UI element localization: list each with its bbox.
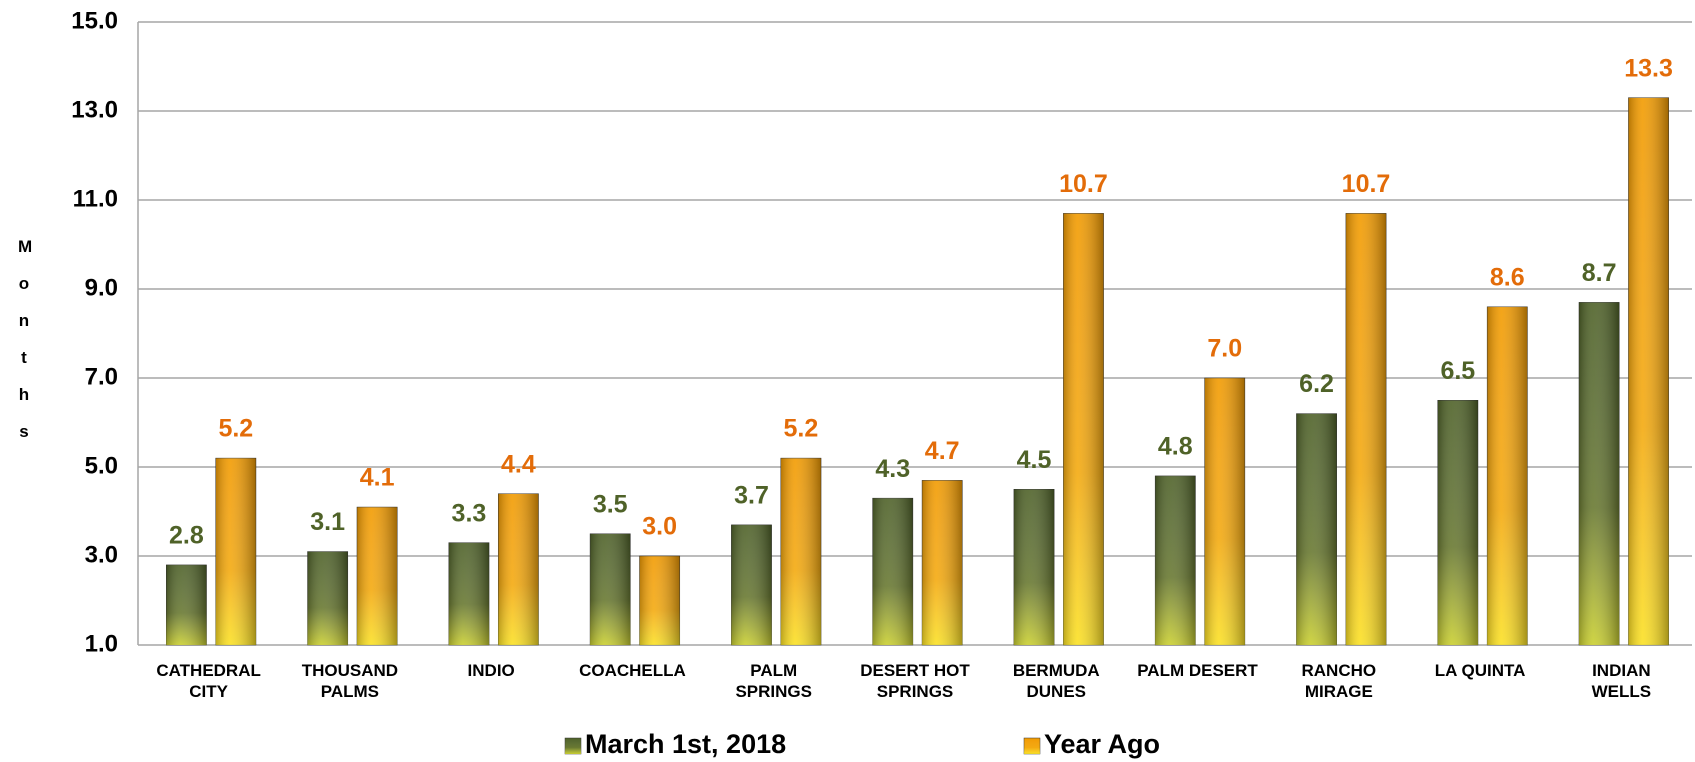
x-tick-label: DESERT HOT SPRINGS [860,661,970,701]
data-label: 4.7 [925,437,960,465]
x-tick-label: PALM SPRINGS [735,661,812,701]
data-label: 5.2 [218,415,253,443]
y-tick-label: 5.0 [85,452,118,479]
legend-swatch-shine [1024,738,1040,754]
data-label: 3.7 [734,481,769,509]
legend-label: Year Ago [1044,729,1160,759]
x-tick-label: CATHEDRAL CITY [156,661,261,701]
bar-shade [731,524,772,645]
bar-shade [1155,475,1196,645]
bar-shade [498,493,539,645]
legend-label: March 1st, 2018 [585,729,786,759]
data-label: 10.7 [1342,170,1391,198]
bar-shade [215,458,256,645]
bar-shade [1063,213,1104,645]
data-label: 8.6 [1490,263,1525,291]
y-axis-label: Months [18,237,33,441]
bar-shade [780,458,822,645]
bar-shade [1204,378,1245,645]
y-tick-label: 3.0 [85,541,118,568]
y-tick-label: 15.0 [71,7,118,34]
data-label: 2.8 [169,522,204,550]
data-label: 6.2 [1299,370,1334,398]
bar-shade [1437,400,1478,645]
data-label: 4.5 [1017,446,1052,474]
y-tick-label: 9.0 [85,274,118,301]
bar-shade [307,551,348,645]
x-tick-label: RANCHO MIRAGE [1301,661,1377,701]
bar-shade [1578,302,1620,645]
bar-shade [922,480,963,645]
bar-shade [1296,413,1337,645]
data-label: 4.3 [875,455,910,483]
data-label: 3.5 [593,490,628,518]
x-tick-label: BERMUDA DUNES [1012,661,1100,701]
bar-shade [872,498,913,645]
data-label: 7.0 [1207,335,1242,363]
x-tick-label: THOUSAND PALMS [301,661,399,701]
data-label: 6.5 [1440,357,1475,385]
data-label: 4.8 [1158,433,1193,461]
data-label: 13.3 [1624,54,1673,82]
data-label: 5.2 [784,415,819,443]
bar-shade [356,507,398,645]
bar-shade [1013,489,1055,645]
y-tick-label: 13.0 [71,96,118,123]
data-label: 8.7 [1582,259,1617,287]
x-tick-label: INDIO [467,661,515,680]
data-label: 3.0 [642,513,677,541]
data-label: 3.3 [452,499,487,527]
bar-shade [1345,213,1387,645]
bar-shade [590,533,631,645]
bar-shade [166,564,207,645]
data-label: 3.1 [310,508,345,536]
x-tick-label: INDIAN WELLS [1591,661,1652,701]
legend-swatch-shine [565,738,581,754]
bar-shade [1487,306,1528,645]
y-tick-label: 7.0 [85,363,118,390]
data-label: 10.7 [1059,170,1108,198]
x-tick-label: PALM DESERT [1137,661,1258,680]
x-tick-label: COACHELLA [579,661,686,680]
bar-shade [448,542,490,645]
data-label: 4.1 [360,464,395,492]
y-tick-label: 11.0 [73,185,118,212]
x-tick-label: LA QUINTA [1434,661,1526,680]
bar-shade [1628,97,1669,645]
y-tick-label: 1.0 [85,630,118,657]
bar-shade [639,556,680,645]
data-label: 4.4 [501,450,536,478]
